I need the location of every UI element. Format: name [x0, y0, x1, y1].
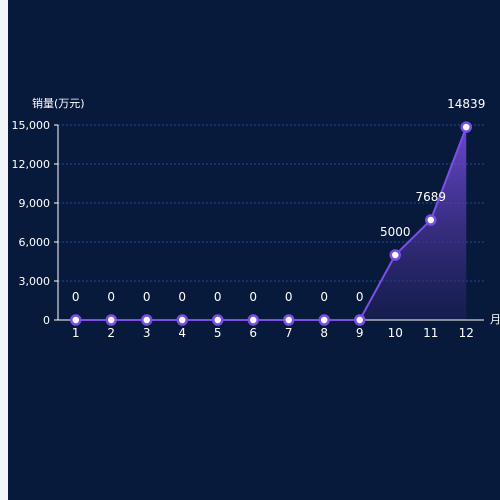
data-point[interactable]: [141, 314, 153, 326]
data-points: [70, 121, 472, 326]
data-point[interactable]: [354, 314, 366, 326]
x-tick-label: 6: [249, 326, 257, 340]
x-axis-label: 月: [490, 313, 500, 326]
y-tick-label: 6,000: [19, 236, 51, 249]
x-tick-label: 3: [143, 326, 151, 340]
series-line: [75, 126, 468, 321]
data-point[interactable]: [318, 314, 330, 326]
data-point[interactable]: [105, 314, 117, 326]
y-tick-label: 15,000: [12, 119, 51, 132]
series-line-path: [75, 126, 468, 321]
x-tick-label: 4: [178, 326, 186, 340]
left-edge-strip: [0, 0, 8, 500]
data-label: 0: [143, 290, 151, 304]
x-tick-labels: 1 2 3 4 5 6 7 8 9 10 11 12: [72, 326, 474, 340]
data-label: 0: [285, 290, 293, 304]
data-label: 0: [178, 290, 186, 304]
x-tick-label: 1: [72, 326, 80, 340]
x-tick-label: 2: [107, 326, 115, 340]
x-tick-label: 10: [388, 326, 403, 340]
data-label: 0: [249, 290, 257, 304]
y-tick-label: 12,000: [12, 158, 51, 171]
x-tick-label: 9: [356, 326, 364, 340]
x-tick-label: 5: [214, 326, 222, 340]
data-point[interactable]: [212, 314, 224, 326]
data-label: 0: [320, 290, 328, 304]
data-label: 0: [214, 290, 222, 304]
data-point[interactable]: [247, 314, 259, 326]
y-tick-label: 0: [43, 314, 50, 327]
x-tick-label: 8: [320, 326, 328, 340]
grid-lines: [54, 124, 484, 321]
data-label: 14839: [447, 97, 485, 111]
data-point[interactable]: [70, 314, 82, 326]
data-point[interactable]: [460, 121, 472, 133]
data-label: 0: [356, 290, 364, 304]
data-point[interactable]: [389, 249, 401, 261]
data-label: 0: [72, 290, 80, 304]
data-label: 0: [107, 290, 115, 304]
x-tick-label: 12: [459, 326, 474, 340]
y-tick-label: 3,000: [19, 275, 51, 288]
data-point[interactable]: [425, 214, 437, 226]
y-tick-labels: 0 3,000 6,000 9,000 12,000 15,000: [12, 119, 51, 327]
x-tick-label: 7: [285, 326, 293, 340]
series-area: [75, 127, 467, 320]
data-labels: 0 0 0 0 0 0 0 0 0 5000 7689 14839: [72, 97, 485, 304]
y-axis-label: 销量(万元): [32, 96, 85, 110]
data-point[interactable]: [283, 314, 295, 326]
data-label: 7689: [415, 190, 446, 204]
area-fill: [75, 127, 467, 320]
x-tick-label: 11: [423, 326, 438, 340]
data-label: 5000: [380, 225, 411, 239]
data-point[interactable]: [176, 314, 188, 326]
y-tick-label: 9,000: [19, 197, 51, 210]
